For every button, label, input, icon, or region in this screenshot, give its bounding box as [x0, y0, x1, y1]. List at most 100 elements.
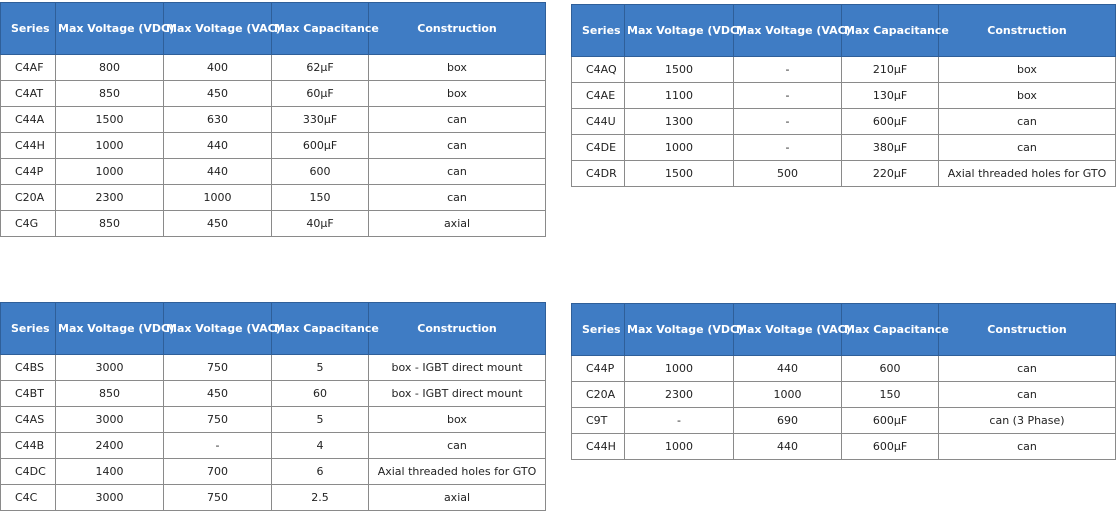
table-cell: can — [368, 106, 546, 133]
table-cell: 2300 — [55, 184, 164, 211]
table-cell: box — [368, 406, 546, 433]
table-row: C4AQ 1500-210µF box — [571, 56, 1116, 83]
table-cell: 600µF — [841, 108, 939, 135]
table-cell: C4AE — [571, 82, 625, 109]
table-cell: 1500 — [624, 160, 734, 187]
column-header: Max Capacitance — [841, 303, 949, 356]
table-cell: 150 — [841, 381, 939, 408]
table-cell: 750 — [163, 406, 272, 433]
table-cell: 630 — [163, 106, 272, 133]
table-cell: 1300 — [624, 108, 734, 135]
table-cell: can — [368, 158, 546, 185]
table-cell: can — [938, 433, 1116, 460]
table-cell: can (3 Phase) — [938, 407, 1116, 434]
table-cell: C4BT — [0, 380, 56, 407]
table-cell: - — [163, 432, 272, 459]
table-cell: 600µF — [271, 132, 369, 159]
table-cell: - — [733, 134, 842, 161]
table-row: C44U 1300-600µF can — [571, 108, 1116, 135]
table-cell: 1500 — [624, 56, 734, 83]
table-cell: 690 — [733, 407, 842, 434]
table-cell: 220µF — [841, 160, 939, 187]
table-cell: 850 — [55, 380, 164, 407]
table-row: C9T -690 600µF can (3 Phase) — [571, 407, 1116, 434]
table-cell: C20A — [571, 381, 625, 408]
table-row: C20A 2300 1000 150 can — [0, 184, 546, 211]
column-header: Max Capacitance — [271, 2, 379, 55]
table-cell: C4AF — [0, 54, 56, 81]
spec-table: Series Max Voltage (VDC) Max Voltage (VAC)… — [571, 303, 1116, 460]
table-cell: C44H — [571, 433, 625, 460]
column-header: Construction — [368, 2, 546, 55]
column-header: Construction — [938, 4, 1116, 57]
column-header: Construction — [938, 303, 1116, 356]
table-row: C4AE 1100-130µF box — [571, 82, 1116, 109]
table-cell: 850 — [55, 80, 164, 107]
table-cell: - — [733, 82, 842, 109]
table-cell: 600 — [841, 355, 939, 382]
table-cell: 1000 — [624, 433, 734, 460]
table-row: C4DR 1500 500 220µF Axial threaded holes for… — [571, 160, 1116, 187]
table-cell: 700 — [163, 458, 272, 485]
table-cell: 4 — [271, 432, 369, 459]
table-cell: 5 — [271, 354, 369, 381]
table-row: C4AF 800 400 62µF box — [0, 54, 546, 81]
header-row: Series Max Voltage (VDC) Max Voltage (VAC)… — [0, 302, 546, 355]
header-row: Series Max Voltage (VDC) Max Voltage (VAC)… — [0, 2, 546, 55]
table-cell: C20A — [0, 184, 56, 211]
table-cell: 600 — [271, 158, 369, 185]
table-cell: 150 — [271, 184, 369, 211]
table-cell: 3000 — [55, 354, 164, 381]
column-header: Max Capacitance — [841, 4, 949, 57]
column-header: Series — [0, 2, 56, 55]
column-header: Max Voltage (VAC) — [163, 302, 281, 355]
table-cell: 600µF — [841, 407, 939, 434]
table-cell: C4BS — [0, 354, 56, 381]
table-cell: 2.5 — [271, 484, 369, 511]
table-cell: C44P — [0, 158, 56, 185]
table-cell: C44P — [571, 355, 625, 382]
table-cell: C44A — [0, 106, 56, 133]
table-cell: can — [938, 108, 1116, 135]
table-cell: 1000 — [624, 355, 734, 382]
table-cell: 1000 — [733, 381, 842, 408]
table-row: C4AT 850 450 60µF box — [0, 80, 546, 107]
table-cell: C4AQ — [571, 56, 625, 83]
column-header: Max Voltage (VAC) — [733, 303, 851, 356]
table-cell: 750 — [163, 354, 272, 381]
table-cell: Axial threaded holes for GTO — [368, 458, 546, 485]
spec-table: Series Max Voltage (VDC) Max Voltage (VAC)… — [0, 302, 546, 511]
table-cell: can — [938, 381, 1116, 408]
table-cell: can — [938, 355, 1116, 382]
table-cell: box — [938, 82, 1116, 109]
table-cell: 600µF — [841, 433, 939, 460]
table-row: C44B 2400-4 can — [0, 432, 546, 459]
table-cell: box — [938, 56, 1116, 83]
table-cell: 5 — [271, 406, 369, 433]
table-cell: 440 — [163, 132, 272, 159]
table-cell: 440 — [733, 355, 842, 382]
table-cell: 450 — [163, 80, 272, 107]
table-cell: Axial threaded holes for GTO — [938, 160, 1116, 187]
table-cell: C4DC — [0, 458, 56, 485]
table-row: C4DE 1000-380µF can — [571, 134, 1116, 161]
table-cell: 60µF — [271, 80, 369, 107]
table-row: C4BS 3000 750 5 box - IGBT direct mount — [0, 354, 546, 381]
table-cell: C9T — [571, 407, 625, 434]
table-cell: axial — [368, 210, 546, 237]
header-row: Series Max Voltage (VDC) Max Voltage (VAC)… — [571, 4, 1116, 57]
table-cell: C4DR — [571, 160, 625, 187]
table-cell: 750 — [163, 484, 272, 511]
table-cell: 210µF — [841, 56, 939, 83]
table-cell: 1000 — [55, 132, 164, 159]
table-cell: 6 — [271, 458, 369, 485]
table-row: C44H 1000 440 600µF can — [571, 433, 1116, 460]
column-header: Max Voltage (VAC) — [733, 4, 851, 57]
table-cell: - — [733, 56, 842, 83]
table-cell: 1000 — [624, 134, 734, 161]
table-cell: 380µF — [841, 134, 939, 161]
table-cell: - — [733, 108, 842, 135]
column-header: Max Voltage (VDC) — [624, 303, 743, 356]
table-cell: can — [368, 184, 546, 211]
table-cell: 40µF — [271, 210, 369, 237]
